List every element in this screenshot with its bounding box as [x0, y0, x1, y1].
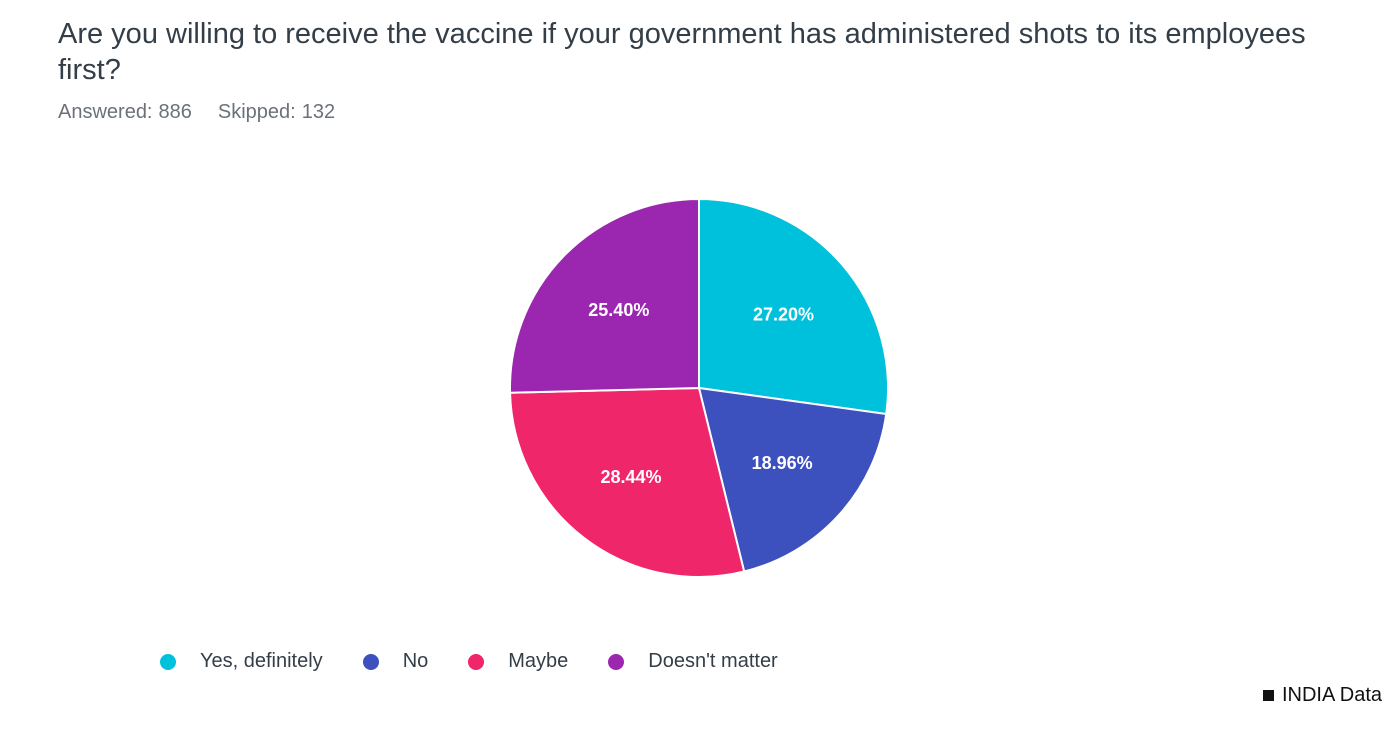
data-label-yes-definitely: 27.20% — [753, 304, 814, 324]
skipped-value: 132 — [301, 101, 336, 123]
legend-label: Doesn't matter — [648, 650, 778, 672]
chart-legend: Yes, definitely No Maybe Doesn't matter — [160, 650, 818, 673]
legend-item-yes-definitely[interactable]: Yes, definitely — [160, 650, 323, 673]
legend-label: Maybe — [508, 650, 569, 672]
legend-swatch — [468, 653, 485, 670]
data-label-no: 18.96% — [752, 453, 813, 473]
pie-slice-maybe[interactable] — [509, 386, 746, 578]
chart-title: Are you willing to receive the vaccine i… — [58, 18, 1306, 86]
skipped-stat: Skipped: 132 — [218, 101, 335, 124]
data-label-maybe: 28.44% — [600, 467, 661, 487]
skipped-label: Skipped: — [217, 101, 296, 123]
legend-item-doesnt-matter[interactable]: Doesn't matter — [608, 650, 778, 673]
pie-slice-no[interactable] — [697, 386, 888, 573]
source-label: INDIA Data — [1281, 684, 1382, 706]
legend-swatch — [362, 653, 379, 670]
data-label-doesnt-matter: 25.40% — [588, 300, 649, 320]
legend-label: No — [402, 650, 429, 672]
legend-item-no[interactable]: No — [362, 650, 429, 673]
pie-slice-yes-definitely[interactable] — [698, 197, 889, 416]
legend-item-maybe[interactable]: Maybe — [468, 650, 568, 673]
answered-value: 886 — [158, 101, 192, 123]
answered-label: Answered: — [58, 101, 153, 123]
answered-stat: Answered: 886 — [58, 101, 192, 124]
square-icon — [1262, 690, 1274, 701]
legend-swatch — [160, 653, 176, 670]
legend-label: Yes, definitely — [200, 650, 323, 672]
pie-slice-doesnt-matter[interactable] — [509, 197, 700, 394]
source-credit: INDIA Data — [1262, 684, 1382, 707]
legend-swatch — [608, 653, 625, 670]
response-stats: Answered: 886 Skipped: 132 — [58, 101, 335, 124]
